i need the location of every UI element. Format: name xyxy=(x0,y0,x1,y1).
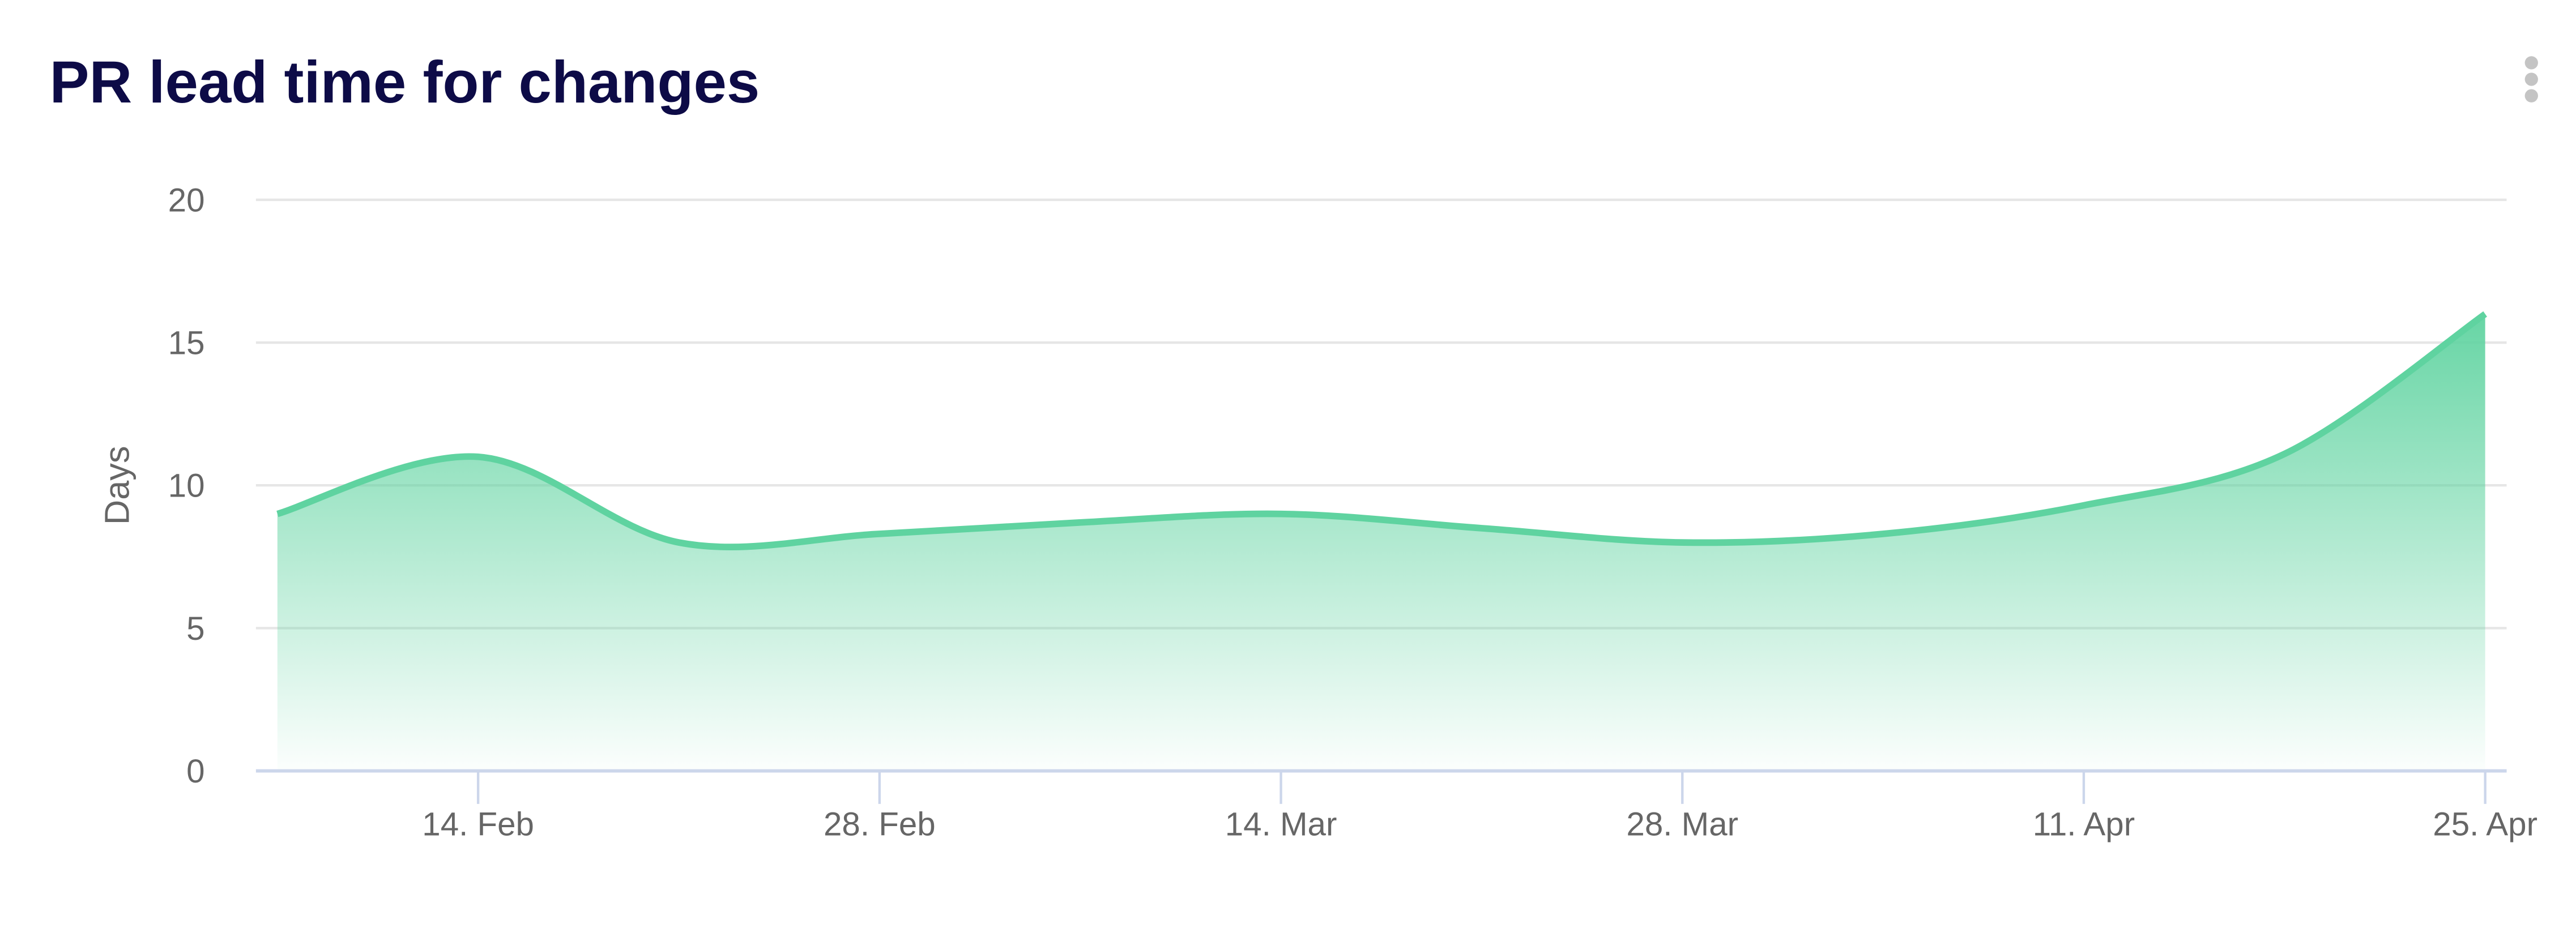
x-tick-label: 14. Mar xyxy=(1225,806,1337,842)
x-tick-label: 28. Mar xyxy=(1626,806,1738,842)
y-tick-label: 10 xyxy=(168,468,205,504)
x-tick-label: 11. Apr xyxy=(2033,806,2135,842)
x-tick-label: 28. Feb xyxy=(824,806,936,842)
y-tick-label: 20 xyxy=(168,182,205,219)
y-axis-label: Days xyxy=(97,446,136,524)
kebab-menu-icon[interactable] xyxy=(2524,56,2538,102)
x-tick-label: 25. Apr xyxy=(2433,806,2537,842)
y-tick-label: 0 xyxy=(186,753,204,790)
chart-title: PR lead time for changes xyxy=(49,49,760,116)
series-line xyxy=(276,311,2487,550)
y-tick-label: 5 xyxy=(186,610,204,647)
x-tick-label: 14. Feb xyxy=(422,806,534,842)
y-tick-label: 15 xyxy=(168,324,205,361)
area-fill xyxy=(277,314,2485,771)
